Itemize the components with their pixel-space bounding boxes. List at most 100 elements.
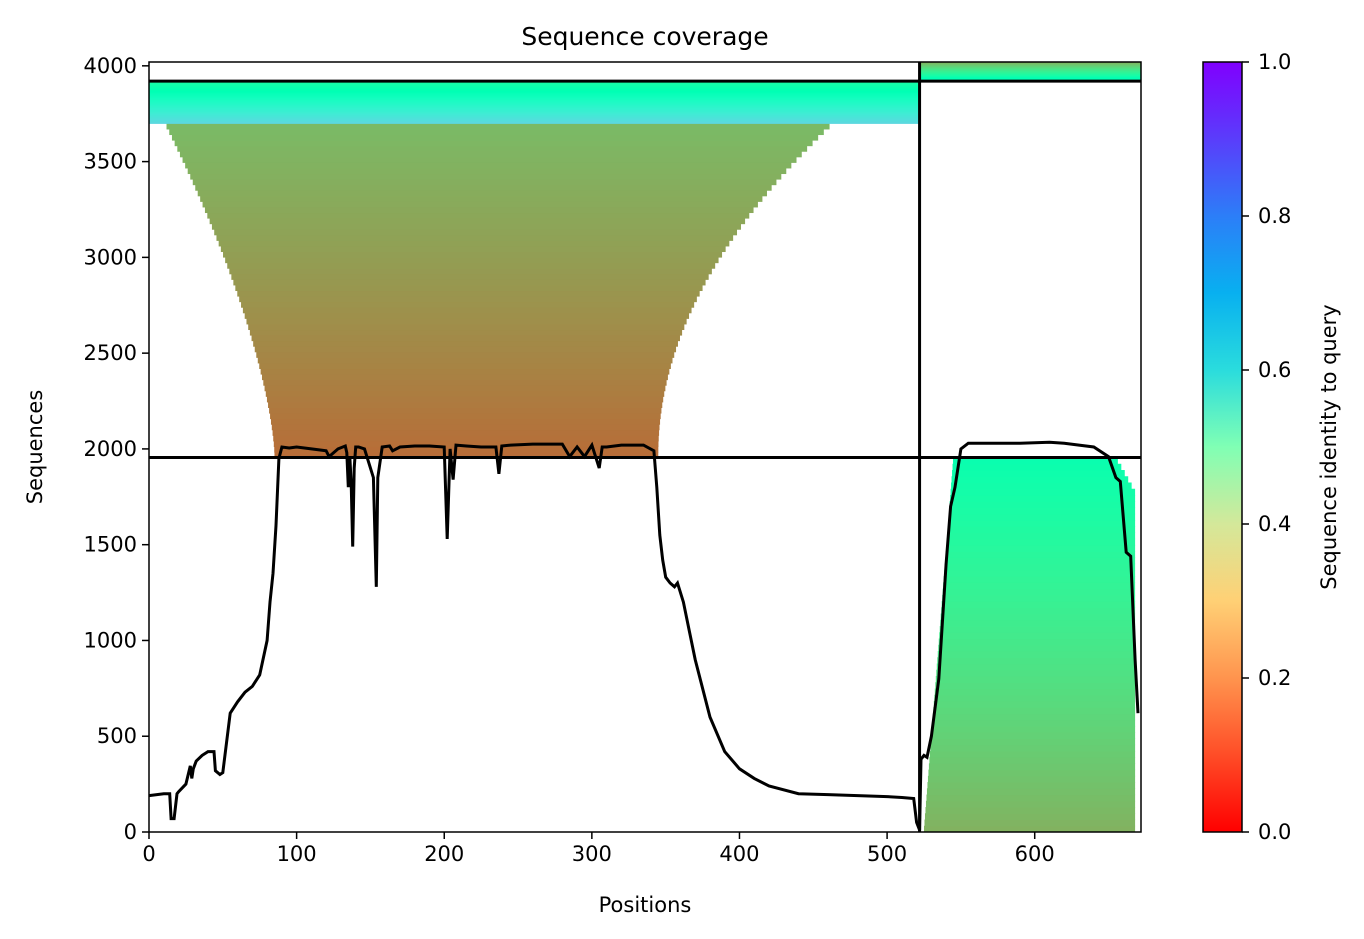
heatmap-band xyxy=(149,119,920,121)
heatmap-band xyxy=(934,688,1136,696)
heatmap-band xyxy=(929,750,1136,758)
heatmap-band xyxy=(271,424,660,431)
heatmap-band xyxy=(179,151,802,158)
heatmap-band xyxy=(149,101,920,103)
heatmap-band xyxy=(192,179,777,186)
heatmap-band xyxy=(149,95,920,97)
heatmap-band xyxy=(939,626,1136,633)
heatmap-band xyxy=(149,114,920,117)
heatmap-band xyxy=(149,102,920,105)
colorbar-tick-label: 0.4 xyxy=(1258,512,1291,536)
colorbar-tick-label: 1.0 xyxy=(1258,50,1291,74)
heatmap-band xyxy=(946,544,1136,552)
heatmap-band xyxy=(149,109,920,111)
colorbar-ticks: 0.0 0.2 0.4 0.6 0.8 1.0 xyxy=(1242,50,1291,844)
heatmap-band xyxy=(233,279,706,286)
heatmap-band xyxy=(273,435,659,442)
heatmap-band xyxy=(190,173,782,180)
heatmap-band xyxy=(272,429,660,436)
heatmap-band xyxy=(171,134,819,141)
heatmap-band xyxy=(227,262,716,269)
heatmap-band xyxy=(269,407,662,414)
heatmap-band xyxy=(942,594,1136,602)
plot-frame xyxy=(148,61,1142,833)
heatmap-band xyxy=(149,106,920,108)
colorbar-tick-label: 0.0 xyxy=(1258,820,1291,844)
heatmap-band xyxy=(149,100,920,103)
colorbar-label: Sequence identity to query xyxy=(1317,304,1341,589)
heatmap-band xyxy=(231,273,709,280)
heatmap-band xyxy=(149,110,920,112)
heatmap-band xyxy=(270,418,661,425)
heatmap-band xyxy=(149,105,920,108)
heatmap-band xyxy=(187,167,787,175)
colorbar-tick-label: 0.6 xyxy=(1258,358,1291,382)
x-tick-label: 400 xyxy=(719,842,759,866)
colorbar-tick-label: 0.8 xyxy=(1258,204,1291,228)
heatmap-band xyxy=(248,323,685,331)
heatmap-band xyxy=(947,526,1136,534)
heatmap-band xyxy=(935,682,1136,690)
heatmap-band xyxy=(948,513,1136,521)
y-axis-label: Sequences xyxy=(23,390,47,505)
y-tick-label: 0 xyxy=(124,820,137,844)
heatmap-band xyxy=(274,446,659,453)
heatmap-band xyxy=(937,657,1136,665)
heatmap-band xyxy=(209,217,746,225)
x-axis-ticks: 0 100 200 300 400 500 600 xyxy=(142,832,1055,866)
heatmap-band xyxy=(928,763,1136,771)
heatmap-band xyxy=(237,290,700,297)
heatmap-band xyxy=(244,312,690,319)
heatmap-band xyxy=(944,563,1136,571)
x-tick-label: 600 xyxy=(1015,842,1055,866)
heatmap-band xyxy=(149,104,920,106)
heatmap-band xyxy=(264,385,666,392)
heatmap-band xyxy=(938,644,1136,652)
heatmap-band xyxy=(149,90,920,93)
heatmap-band xyxy=(943,576,1136,583)
heatmap-band xyxy=(149,116,920,118)
heatmap-band xyxy=(945,551,1136,558)
x-tick-label: 300 xyxy=(572,842,612,866)
heatmap-band xyxy=(947,532,1136,540)
heatmap-band xyxy=(925,800,1136,808)
heatmap-band xyxy=(253,340,678,347)
heatmap-band xyxy=(940,613,1136,621)
heatmap-band xyxy=(930,744,1136,752)
heatmap-band xyxy=(149,98,920,100)
heatmap-band xyxy=(149,103,920,105)
heatmap-band xyxy=(924,825,1136,832)
heatmap-band xyxy=(149,105,920,107)
heatmap-band xyxy=(149,86,920,88)
heatmap-band xyxy=(207,212,750,219)
heatmap-band xyxy=(933,707,1136,715)
heatmap-band xyxy=(241,301,695,308)
heatmap-band xyxy=(149,107,920,109)
heatmap-band xyxy=(261,373,668,381)
heatmap-band xyxy=(951,482,1132,490)
heatmap-band xyxy=(932,713,1136,721)
heatmap-band xyxy=(950,488,1136,496)
heatmap-band xyxy=(149,114,920,116)
heatmap-band xyxy=(952,463,1122,471)
heatmap-band xyxy=(941,607,1136,615)
block-boundaries xyxy=(149,62,1141,832)
heatmap-band xyxy=(949,507,1136,515)
heatmap-band xyxy=(936,663,1136,671)
heatmap-band xyxy=(950,494,1136,502)
heatmap-band xyxy=(934,694,1136,702)
x-axis-label: Positions xyxy=(599,893,692,917)
heatmap-band xyxy=(223,251,723,258)
heatmap-band xyxy=(943,582,1136,590)
heatmap-band xyxy=(246,318,687,325)
heatmap-band xyxy=(204,206,754,214)
heatmap-band xyxy=(149,93,920,96)
heatmap-band xyxy=(927,782,1136,789)
heatmap-band xyxy=(149,88,920,90)
heatmap-band xyxy=(229,268,712,275)
heatmap-band xyxy=(952,470,1125,477)
heatmap-band xyxy=(149,96,920,98)
heatmap-band xyxy=(149,112,920,114)
heatmap-band xyxy=(166,123,830,130)
heatmap-band xyxy=(928,769,1136,777)
